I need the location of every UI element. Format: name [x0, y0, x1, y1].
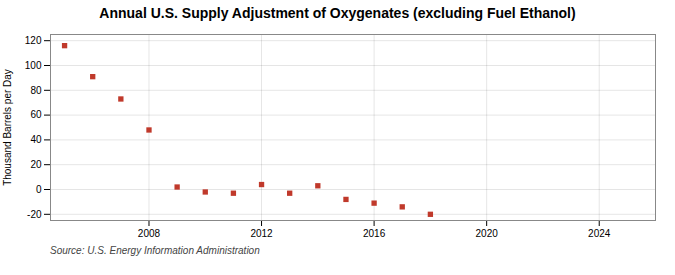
- svg-text:100: 100: [25, 60, 42, 71]
- svg-text:2008: 2008: [138, 228, 161, 239]
- svg-text:20: 20: [30, 159, 42, 170]
- svg-text:2016: 2016: [363, 228, 386, 239]
- svg-text:80: 80: [30, 85, 42, 96]
- html-text:Annual U.S. Supply Adjustment: Annual U.S. Supply Adjustment of Oxygena…: [99, 5, 576, 21]
- svg-text:60: 60: [30, 109, 42, 120]
- html-text:Source: U.S. Energy Informatio: Source: U.S. Energy Information Administ…: [50, 245, 260, 256]
- svg-text:0: 0: [36, 184, 42, 195]
- svg-text:2012: 2012: [250, 228, 273, 239]
- svg-text:-20: -20: [27, 209, 42, 220]
- svg-text:40: 40: [30, 134, 42, 145]
- svg-text:120: 120: [25, 35, 42, 46]
- svg-text:Thousand Barrels per Day: Thousand Barrels per Day: [2, 69, 13, 186]
- svg-text:2020: 2020: [476, 228, 499, 239]
- svg-text:2024: 2024: [588, 228, 611, 239]
